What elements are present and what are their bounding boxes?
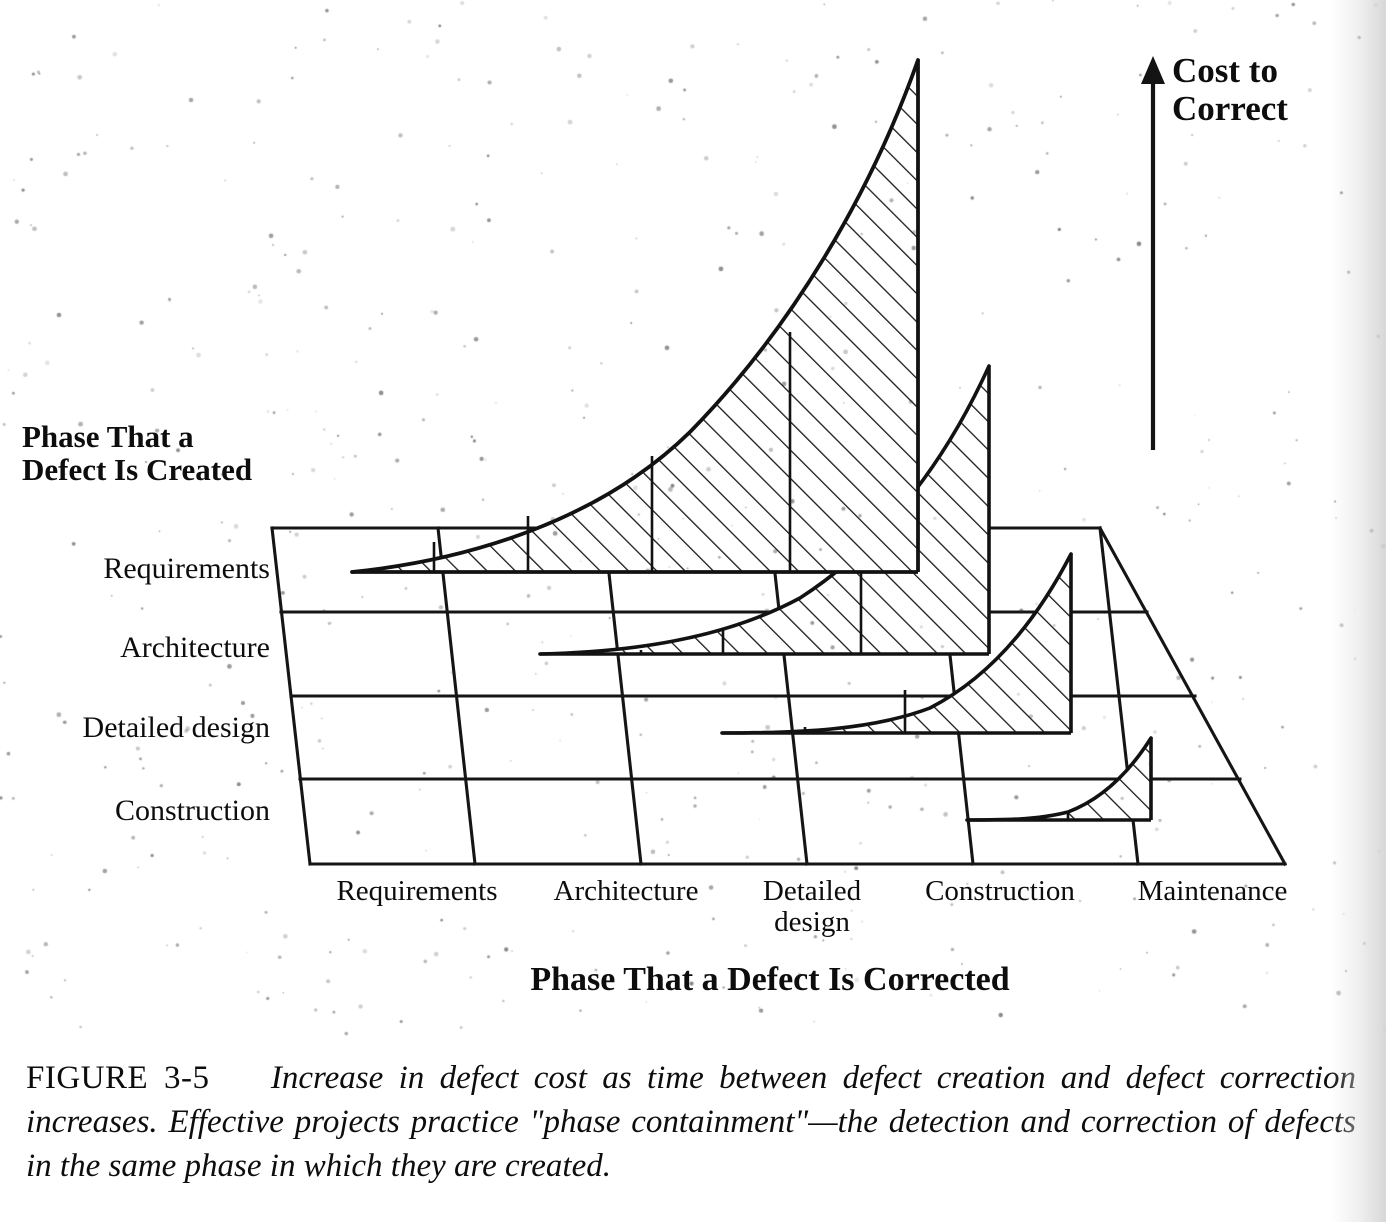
x-tick-label-requirements: Requirements [336,875,498,907]
depth-tick-label-construction: Construction [115,794,270,827]
figure-number: FIGURE 3-5 [26,1060,210,1096]
depth-tick-label-requirements: Requirements [103,552,270,585]
cost-axis-title: Cost to Correct [1172,51,1288,128]
arrow-head-up-icon [1141,56,1165,84]
figure-caption: FIGURE 3-5 Increase in defect cost as ti… [26,1057,1356,1189]
depth-axis-title: Phase That a Defect Is Created [22,419,253,488]
depth-tick-label-architecture: Architecture [120,631,270,664]
x-tick-label-construction: Construction [925,875,1075,907]
depth-tick-label-detailed-design: Detailed design [82,711,270,744]
horizontal-axis-title: Phase That a Defect Is Corrected [530,961,1010,998]
cost-axis-arrow [1141,56,1165,450]
surface-wedge-requirements [350,58,920,574]
x-tick-label-maintenance: Maintenance [1137,875,1288,907]
x-tick-label-detailed-design: Detailed design [762,875,862,939]
x-tick-label-architecture: Architecture [553,875,699,907]
